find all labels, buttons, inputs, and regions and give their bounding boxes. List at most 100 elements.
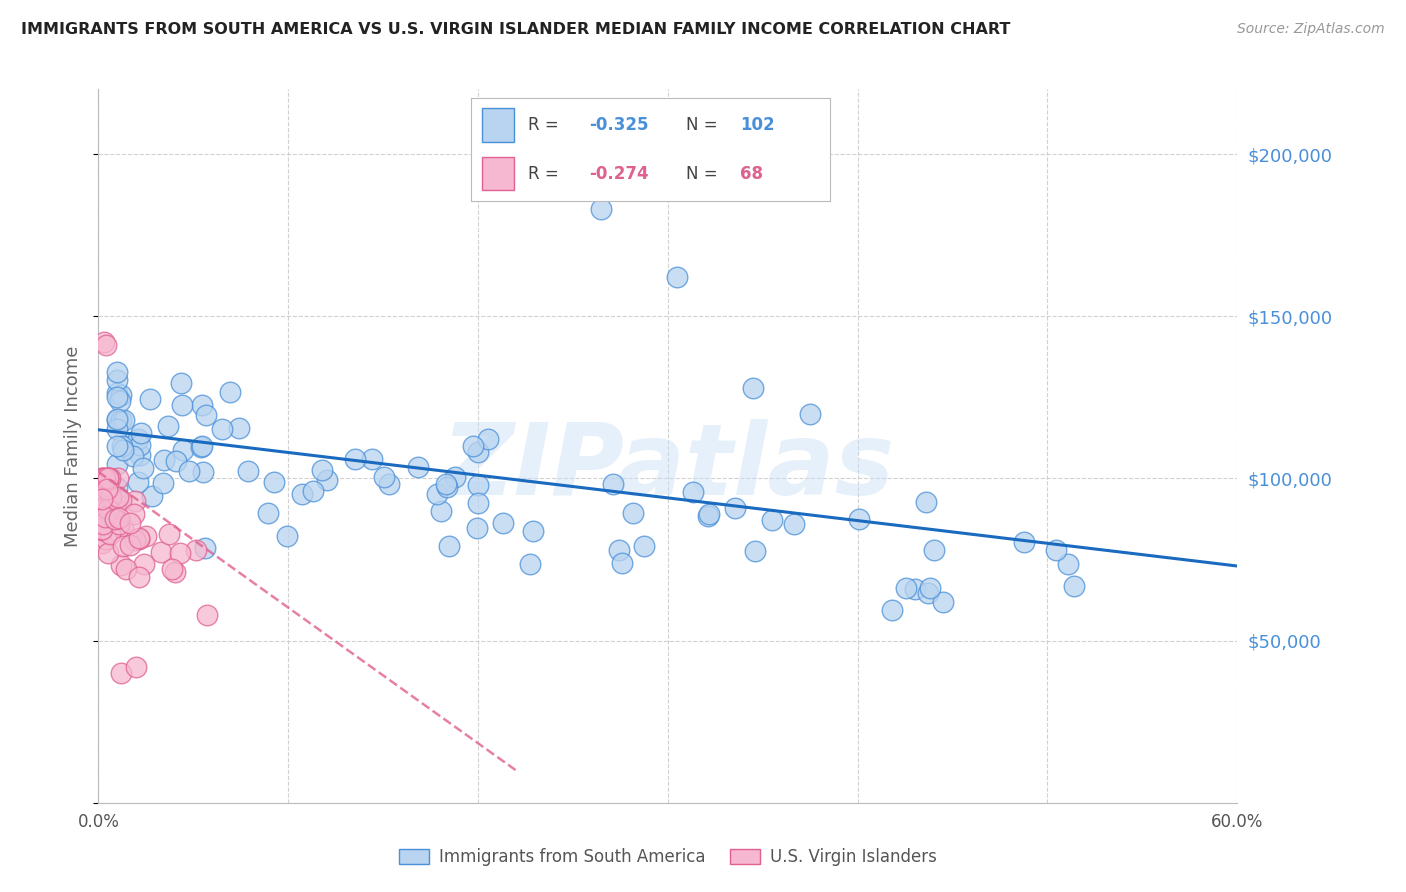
- Point: [118, 516, 141, 530]
- Point: [591, 202, 613, 217]
- Point: [238, 464, 260, 478]
- Point: [467, 477, 489, 491]
- Point: [91, 501, 114, 516]
- Point: [91, 523, 114, 537]
- Point: [128, 438, 150, 452]
- Text: 68: 68: [740, 164, 763, 183]
- Point: [156, 419, 179, 434]
- Point: [195, 408, 218, 422]
- Point: [94, 338, 117, 352]
- Point: [430, 503, 453, 517]
- Point: [522, 524, 544, 538]
- Point: [311, 463, 333, 477]
- Point: [100, 527, 122, 541]
- Point: [107, 457, 129, 471]
- Point: [108, 516, 131, 531]
- Point: [91, 516, 114, 531]
- Point: [107, 481, 129, 495]
- Point: [107, 413, 129, 427]
- Point: [761, 512, 783, 526]
- Point: [257, 506, 280, 520]
- Point: [108, 394, 131, 409]
- Point: [436, 480, 458, 494]
- Point: [91, 536, 114, 550]
- Point: [139, 392, 162, 406]
- Point: [467, 496, 489, 510]
- Point: [467, 521, 489, 535]
- Point: [477, 432, 499, 446]
- Point: [111, 540, 134, 554]
- Point: [93, 495, 115, 509]
- Point: [291, 487, 314, 501]
- Point: [118, 538, 141, 552]
- Point: [97, 491, 120, 506]
- Point: [932, 595, 955, 609]
- Point: [127, 432, 149, 446]
- Point: [607, 543, 630, 558]
- Point: [97, 471, 120, 485]
- Point: [107, 412, 129, 426]
- Legend: Immigrants from South America, U.S. Virgin Islanders: Immigrants from South America, U.S. Virg…: [392, 842, 943, 873]
- Point: [94, 471, 117, 485]
- Point: [96, 547, 118, 561]
- Point: [165, 454, 187, 468]
- Point: [191, 438, 214, 452]
- Point: [132, 461, 155, 475]
- Point: [121, 449, 143, 463]
- Point: [127, 475, 149, 490]
- Point: [94, 533, 117, 547]
- Point: [169, 546, 191, 560]
- Point: [218, 385, 240, 400]
- Point: [107, 373, 129, 387]
- Point: [276, 529, 298, 543]
- Point: [97, 478, 120, 492]
- Point: [917, 586, 939, 600]
- Point: [918, 581, 941, 595]
- Point: [190, 440, 212, 454]
- Text: -0.325: -0.325: [589, 116, 648, 135]
- Point: [128, 531, 150, 545]
- Text: 102: 102: [740, 116, 775, 135]
- Point: [492, 516, 515, 530]
- Point: [170, 398, 193, 412]
- Point: [165, 566, 187, 580]
- Point: [107, 490, 129, 504]
- Point: [94, 500, 117, 514]
- Point: [91, 491, 114, 506]
- Point: [848, 512, 870, 526]
- Point: [783, 517, 806, 532]
- Point: [108, 510, 131, 524]
- Point: [378, 476, 401, 491]
- Point: [1014, 535, 1036, 549]
- Point: [124, 533, 146, 547]
- Point: [128, 448, 150, 462]
- Point: [191, 398, 214, 412]
- Point: [177, 464, 200, 478]
- Y-axis label: Median Family Income: Median Family Income: [65, 345, 83, 547]
- Point: [96, 486, 118, 500]
- Point: [132, 558, 155, 572]
- Point: [115, 562, 138, 576]
- Text: R =: R =: [529, 116, 560, 135]
- Point: [666, 270, 689, 285]
- Point: [904, 582, 927, 596]
- Point: [112, 521, 135, 535]
- Point: [434, 477, 457, 491]
- Point: [91, 478, 114, 492]
- Text: Source: ZipAtlas.com: Source: ZipAtlas.com: [1237, 22, 1385, 37]
- Point: [153, 453, 176, 467]
- Point: [444, 469, 467, 483]
- Point: [110, 558, 132, 572]
- Point: [301, 483, 323, 498]
- Point: [128, 570, 150, 584]
- Point: [107, 494, 129, 508]
- Point: [94, 509, 117, 524]
- Point: [373, 469, 395, 483]
- Point: [100, 490, 122, 504]
- Point: [93, 335, 115, 350]
- Point: [152, 475, 174, 490]
- Point: [107, 365, 129, 379]
- Point: [437, 539, 460, 553]
- Point: [211, 422, 233, 436]
- Point: [799, 407, 821, 421]
